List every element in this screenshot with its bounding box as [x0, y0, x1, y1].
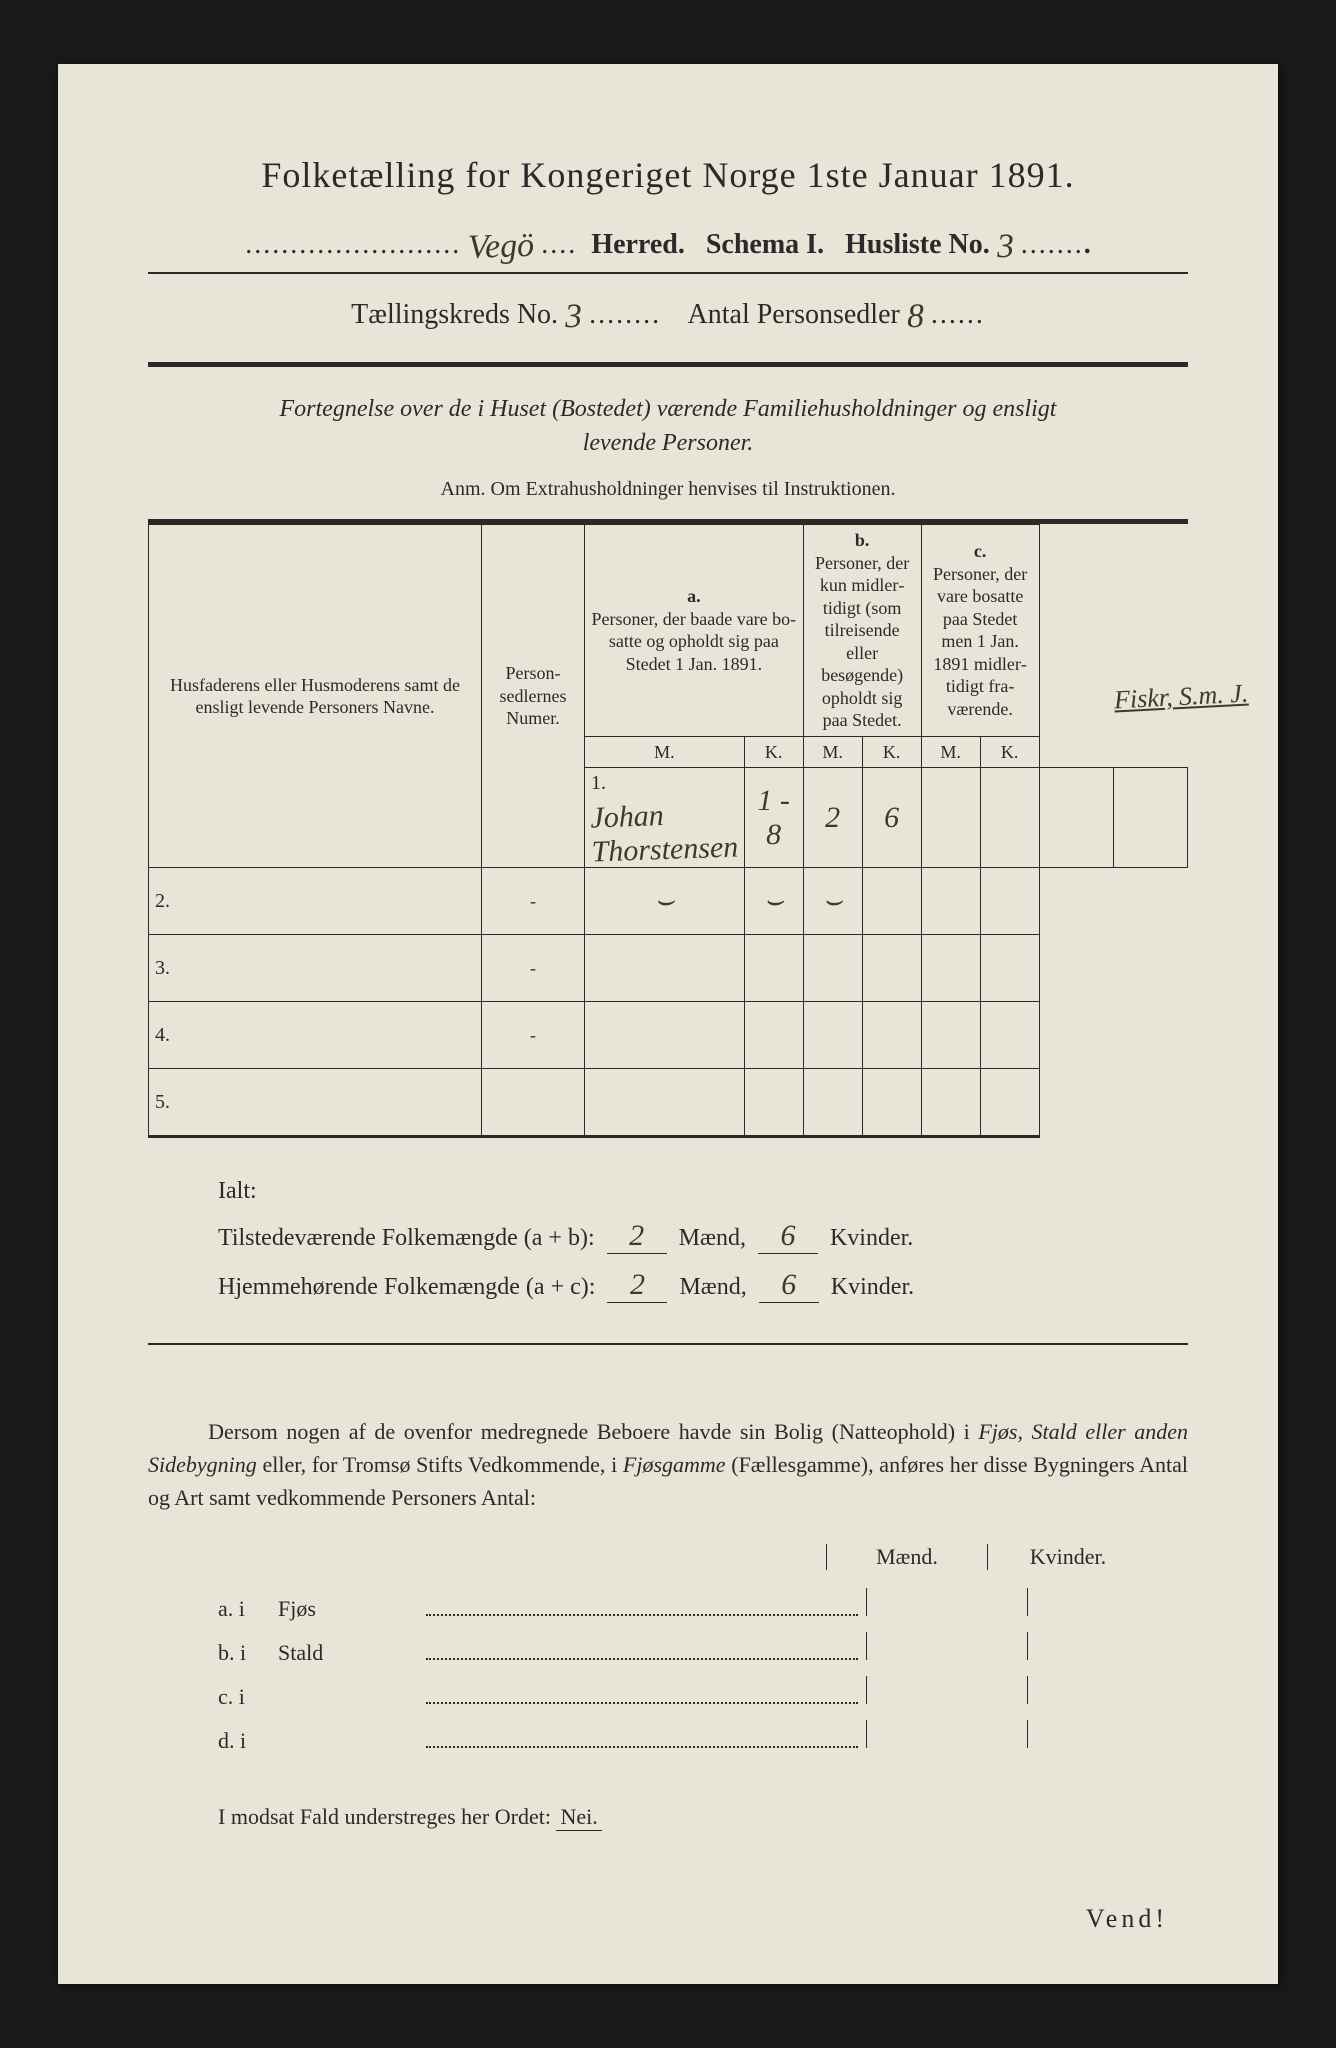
col-a-label: a. Personer, der baade vare bo­satte og … — [585, 525, 804, 737]
a-k: K. — [744, 736, 803, 768]
l1-m-value: 2 — [607, 1219, 667, 1254]
totals-line-1: Tilstedeværende Folkemængde (a + b): 2 M… — [218, 1219, 1188, 1254]
census-form-page: Folketælling for Kongeriget Norge 1ste J… — [58, 64, 1278, 1984]
table-header-row-1: Husfaderens eller Husmode­rens samt de e… — [149, 525, 1188, 737]
list-item: c. i — [218, 1676, 1188, 1710]
subtitle: Fortegnelse over de i Huset (Bostedet) v… — [148, 393, 1188, 460]
dots-left: ........................ — [245, 229, 461, 260]
list-item: d. i — [218, 1720, 1188, 1754]
col-names-header: Husfaderens eller Husmode­rens samt de e… — [149, 525, 482, 868]
c-m: M. — [921, 736, 980, 768]
taellingskreds-label: Tællingskreds No. — [351, 299, 558, 330]
mk-header-row: Mænd. Kvinder. — [148, 1544, 1188, 1570]
b-m: M. — [803, 736, 862, 768]
header-line-3: Tællingskreds No. 3 ........ Antal Perso… — [148, 294, 1188, 332]
totals-line-2: Hjemmehørende Folkemængde (a + c): 2 Mæn… — [218, 1268, 1188, 1303]
rule-2 — [148, 362, 1188, 367]
list-item: a. i Fjøs — [218, 1588, 1188, 1622]
b-k: K. — [862, 736, 921, 768]
ialt-label: Ialt: — [218, 1178, 1188, 1205]
vend-label: Vend! — [1086, 1904, 1168, 1934]
herred-label: Herred. — [591, 229, 685, 260]
rule-1 — [148, 272, 1188, 274]
anm-note: Anm. Om Extrahusholdninger henvises til … — [148, 478, 1188, 501]
building-listing: a. i Fjøs b. i Stald c. i d. i — [218, 1588, 1188, 1754]
husliste-label: Husliste No. — [845, 229, 990, 260]
c-k: K. — [980, 736, 1039, 768]
margin-note: Fiskr, S.m. J. — [1113, 679, 1249, 716]
husliste-value: 3 — [996, 228, 1014, 267]
antal-value: 8 — [906, 298, 924, 337]
schema-label: Schema I. — [706, 229, 824, 260]
col-numer-header: Person­sedler­nes Numer. — [482, 525, 585, 868]
nei-word: Nei. — [556, 1804, 601, 1831]
kvinder-header: Kvinder. — [987, 1544, 1148, 1570]
l1-k-value: 6 — [758, 1219, 818, 1254]
col-b-label: b. Personer, der kun midler­tidigt (som … — [803, 525, 921, 737]
header-line-2: ........................ Vegö .... Herre… — [148, 224, 1188, 262]
maend-header: Mænd. — [826, 1544, 987, 1570]
table-row: 4. - — [149, 1002, 1188, 1069]
antal-label: Antal Personsedler — [688, 299, 900, 330]
list-item: b. i Stald — [218, 1632, 1188, 1666]
l2-k-value: 6 — [759, 1268, 819, 1303]
table-wrap: Husfaderens eller Husmode­rens samt de e… — [148, 519, 1188, 1138]
l2-m-value: 2 — [607, 1268, 667, 1303]
table-row: 2. - ⌣ ⌣ ⌣ — [149, 868, 1188, 935]
taellingskreds-value: 3 — [564, 298, 582, 337]
page-title: Folketælling for Kongeriget Norge 1ste J… — [148, 154, 1188, 196]
table-row: 5. — [149, 1069, 1188, 1137]
rule-3 — [148, 1343, 1188, 1345]
totals-block: Ialt: Tilstedeværende Folkemængde (a + b… — [218, 1178, 1188, 1303]
a-m: M. — [585, 736, 745, 768]
herred-value: Vegö — [468, 227, 535, 267]
table-row: 3. - — [149, 935, 1188, 1002]
nei-line: I modsat Fald understreges her Ordet: Ne… — [218, 1804, 1188, 1831]
row1-name: Johan Thorstensen — [590, 797, 739, 870]
col-c-label: c. Personer, der vare bosatte paa Stedet… — [921, 525, 1039, 737]
census-table: Husfaderens eller Husmode­rens samt de e… — [148, 524, 1188, 1138]
paragraph: Dersom nogen af de ovenfor medregnede Be… — [148, 1415, 1188, 1514]
